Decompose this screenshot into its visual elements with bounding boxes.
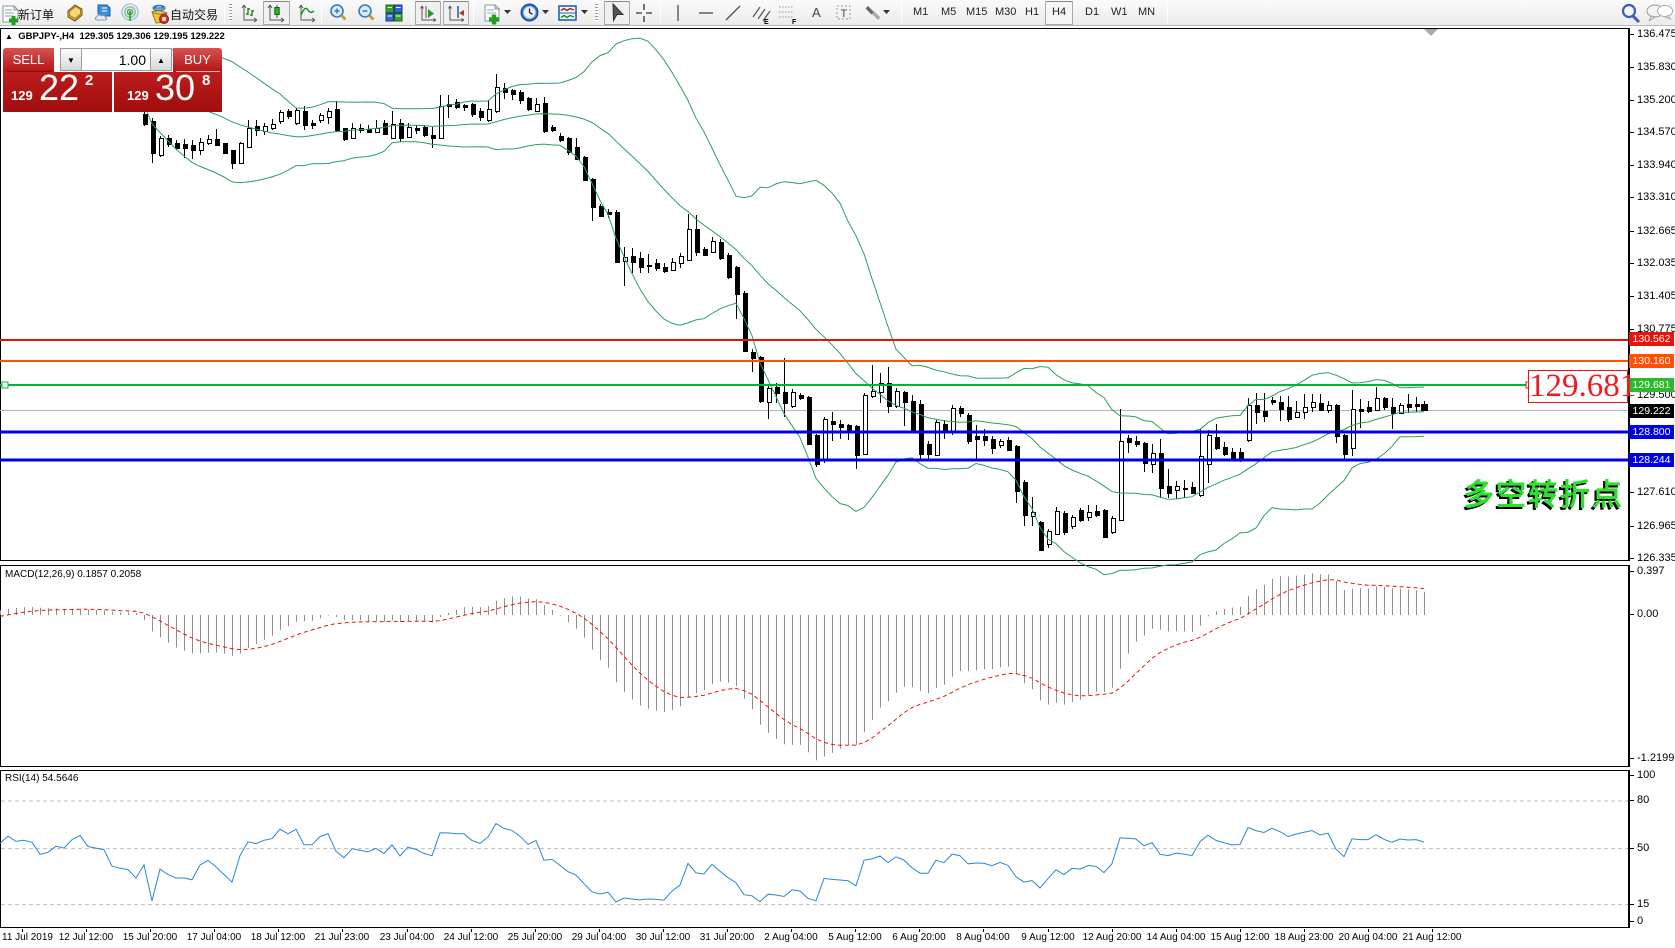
svg-text:T: T (841, 8, 848, 20)
svg-text:F: F (792, 19, 797, 25)
svg-text:E: E (764, 19, 769, 25)
